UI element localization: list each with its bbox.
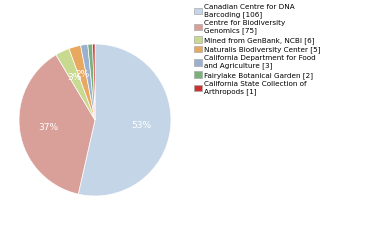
Wedge shape	[69, 45, 95, 120]
Wedge shape	[78, 44, 171, 196]
Text: 37%: 37%	[38, 123, 59, 132]
Text: 2%: 2%	[75, 70, 90, 79]
Wedge shape	[56, 48, 95, 120]
Wedge shape	[93, 44, 95, 120]
Wedge shape	[81, 44, 95, 120]
Legend: Canadian Centre for DNA
Barcoding [106], Centre for Biodiversity
Genomics [75], : Canadian Centre for DNA Barcoding [106],…	[194, 4, 321, 96]
Wedge shape	[19, 55, 95, 194]
Text: 53%: 53%	[132, 121, 152, 130]
Text: 3%: 3%	[68, 73, 82, 82]
Wedge shape	[88, 44, 95, 120]
